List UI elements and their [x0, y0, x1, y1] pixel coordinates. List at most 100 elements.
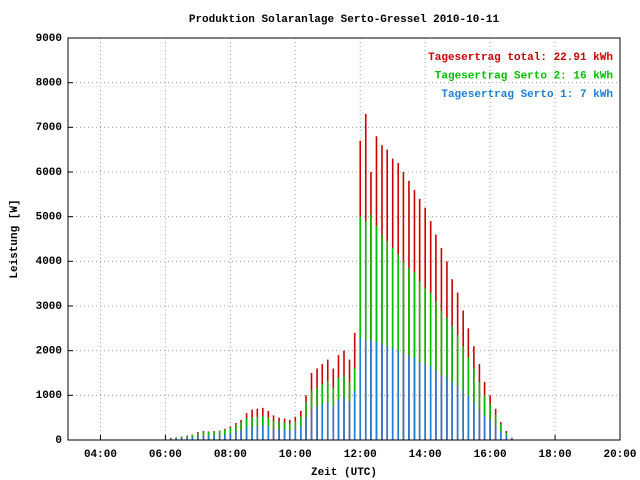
- bar-segment: [359, 337, 362, 440]
- bar-segment: [321, 384, 324, 405]
- bar-segment: [170, 437, 172, 439]
- bar-segment: [288, 423, 291, 431]
- y-tick-label: 5000: [36, 212, 62, 224]
- bar-segment: [446, 377, 448, 440]
- bar-segment: [483, 415, 486, 440]
- bar-segment: [256, 416, 259, 426]
- bar-segment: [397, 254, 400, 351]
- bar-segment: [402, 261, 405, 353]
- bar-segment: [191, 437, 194, 440]
- bar-segment: [343, 397, 345, 440]
- bar-segment: [473, 368, 475, 403]
- bar-segment: [224, 434, 226, 440]
- bar-segment: [278, 429, 280, 440]
- x-tick-label: 16:00: [474, 449, 507, 461]
- bar-segment: [402, 352, 405, 440]
- bar-segment: [294, 421, 297, 429]
- bar-segment: [511, 438, 513, 440]
- bar-segment: [316, 387, 318, 407]
- x-tick-label: 06:00: [149, 449, 182, 461]
- bar-segment: [262, 425, 264, 440]
- bar-segment: [278, 421, 280, 430]
- bar-segment: [424, 288, 426, 365]
- bar-segment: [467, 357, 470, 396]
- bar-segment: [408, 268, 410, 356]
- bar-segment: [332, 387, 335, 407]
- bar-segment: [359, 216, 362, 338]
- bar-segment: [370, 339, 372, 440]
- bar-segment: [213, 435, 215, 440]
- bar-segment: [310, 390, 313, 409]
- bar-segment: [321, 404, 324, 440]
- bar-segment: [229, 433, 232, 440]
- x-tick-label: 18:00: [539, 449, 572, 461]
- y-axis-label: Leistung [W]: [9, 199, 21, 278]
- bar-segment: [381, 234, 383, 344]
- bar-segment: [337, 377, 340, 400]
- bar-segment: [180, 436, 183, 438]
- bar-segment: [235, 431, 237, 440]
- bar-segment: [175, 437, 177, 439]
- x-tick-label: 04:00: [84, 449, 117, 461]
- bar-segment: [505, 432, 508, 436]
- bar-segment: [343, 375, 345, 398]
- bar-segment: [186, 437, 188, 440]
- bar-segment: [489, 404, 491, 420]
- bar-segment: [440, 375, 443, 440]
- bar-segment: [440, 310, 443, 376]
- chart-title: Produktion Solaranlage Serto-Gressel 201…: [189, 14, 500, 26]
- bar-segment: [283, 422, 286, 430]
- bar-segment: [353, 368, 356, 391]
- bar-segment: [251, 417, 253, 427]
- plot-frame: [67, 37, 621, 441]
- bar-segment: [386, 241, 388, 347]
- x-tick-label: 10:00: [279, 449, 312, 461]
- bar-segment: [435, 370, 437, 440]
- bar-segment: [435, 301, 437, 371]
- y-tick-label: 6000: [36, 167, 62, 179]
- bar-segment: [348, 381, 351, 403]
- bar-segment: [418, 281, 421, 362]
- bar-segment: [500, 431, 502, 440]
- bar-segment: [473, 402, 475, 440]
- bar-segment: [202, 431, 205, 436]
- bar-segment: [202, 435, 205, 440]
- bar-segment: [175, 438, 177, 440]
- bar-segment: [300, 416, 302, 426]
- y-tick-label: 8000: [36, 78, 62, 90]
- bar-segment: [386, 346, 388, 440]
- bar-segment: [180, 437, 183, 440]
- bar-segment: [272, 420, 275, 429]
- bar-segment: [391, 348, 394, 440]
- bar-segment: [429, 292, 432, 367]
- x-tick-label: 20:00: [603, 449, 636, 461]
- bar-segment: [370, 214, 372, 340]
- bar-segment: [364, 221, 367, 342]
- bar-segment: [245, 418, 248, 428]
- bar-segment: [391, 247, 394, 349]
- bar-segment: [456, 335, 459, 387]
- bar-segment: [229, 427, 232, 434]
- legend-entry: Tagesertrag Serto 1: 7 kWh: [441, 89, 613, 101]
- bar-segment: [305, 402, 307, 418]
- bar-segment: [381, 343, 383, 440]
- bar-segment: [186, 435, 188, 438]
- bar-segment: [251, 426, 253, 440]
- bar-segment: [294, 428, 297, 440]
- bar-segment: [213, 431, 215, 436]
- bar-segment: [462, 390, 464, 440]
- legend-entry: Tagesertrag total: 22.91 kWh: [428, 52, 613, 64]
- bar-segment: [272, 428, 275, 440]
- bar-segment: [256, 425, 259, 440]
- bar-segment: [483, 395, 486, 416]
- bar-segment: [462, 346, 464, 391]
- bar-segment: [197, 435, 199, 440]
- bar-segment: [494, 414, 497, 426]
- bar-segment: [456, 386, 459, 440]
- bar-segment: [224, 429, 226, 435]
- bar-segment: [418, 361, 421, 440]
- bar-segment: [429, 366, 432, 440]
- bar-segment: [467, 395, 470, 440]
- bar-segment: [170, 438, 172, 440]
